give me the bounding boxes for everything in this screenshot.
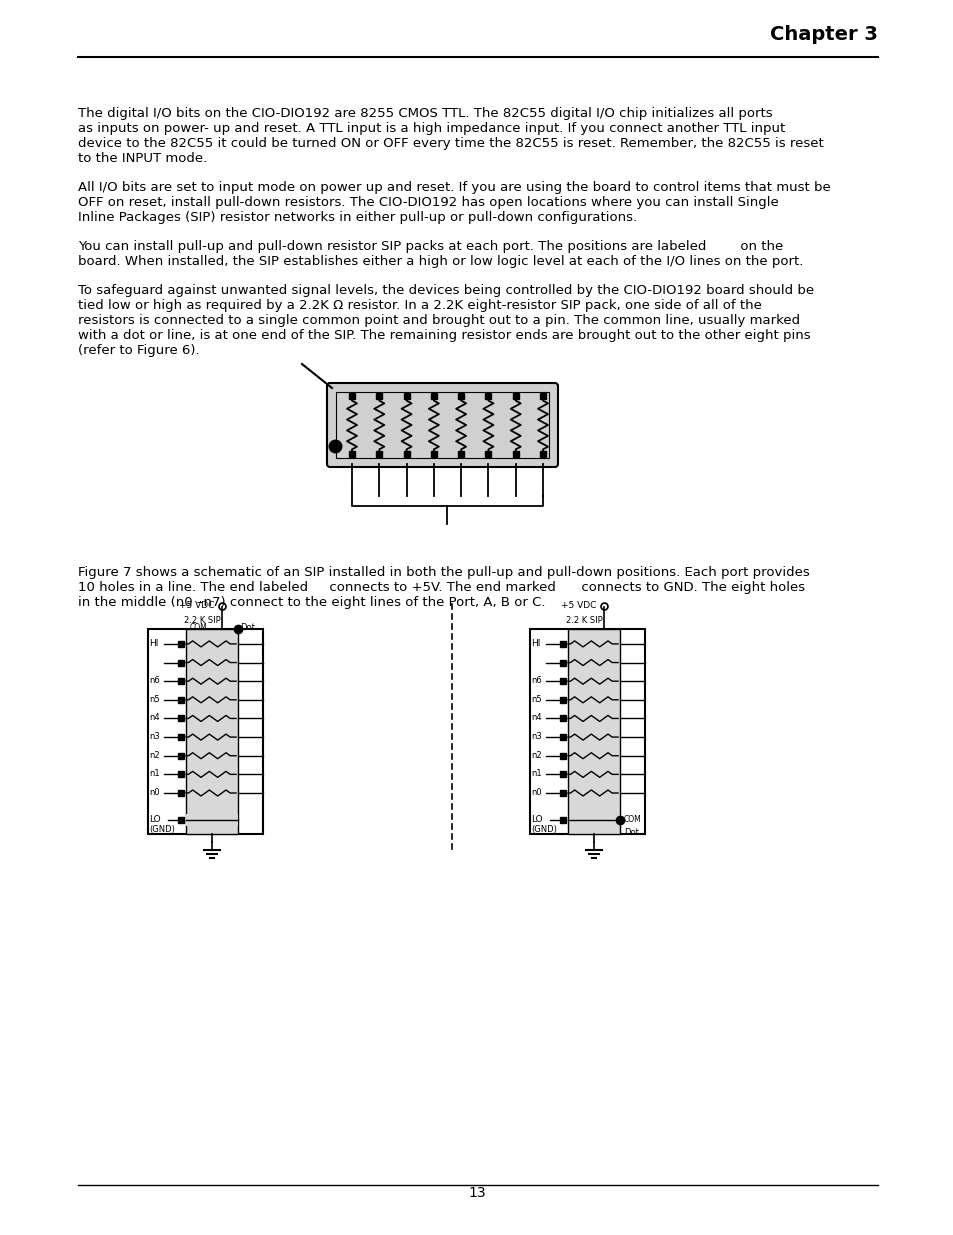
- Bar: [530, 629, 644, 834]
- Text: 10 holes in a line. The end labeled     connects to +5V. The end marked      con: 10 holes in a line. The end labeled conn…: [78, 580, 804, 594]
- Text: n1: n1: [149, 769, 159, 778]
- Text: LO: LO: [149, 815, 160, 824]
- Text: Chapter 3: Chapter 3: [769, 25, 877, 44]
- Text: n4: n4: [531, 714, 541, 722]
- Text: Dot: Dot: [623, 827, 639, 837]
- Text: HI: HI: [149, 638, 158, 648]
- Text: COM: COM: [623, 815, 641, 824]
- Text: n5: n5: [531, 695, 541, 704]
- Text: +5 VDC: +5 VDC: [179, 601, 214, 610]
- Text: n0: n0: [531, 788, 541, 797]
- Bar: [148, 629, 263, 834]
- Text: 2.2 K SIP: 2.2 K SIP: [565, 616, 602, 625]
- Bar: [186, 814, 237, 826]
- Text: +5 VDC: +5 VDC: [560, 601, 596, 610]
- Text: board. When installed, the SIP establishes either a high or low logic level at e: board. When installed, the SIP establish…: [78, 254, 802, 268]
- Text: n3: n3: [531, 732, 541, 741]
- Text: 13: 13: [468, 1186, 485, 1200]
- Text: n2: n2: [149, 751, 159, 760]
- Text: n1: n1: [531, 769, 541, 778]
- Text: n6: n6: [531, 677, 541, 685]
- Bar: [335, 391, 548, 458]
- Bar: [186, 629, 237, 834]
- Text: LO: LO: [531, 815, 542, 824]
- FancyBboxPatch shape: [327, 383, 558, 467]
- Text: n3: n3: [149, 732, 159, 741]
- Text: Dot: Dot: [240, 622, 254, 632]
- Text: All I/O bits are set to input mode on power up and reset. If you are using the b: All I/O bits are set to input mode on po…: [78, 182, 830, 224]
- Bar: [567, 629, 619, 834]
- Text: in the middle (n0 –n7) connect to the eight lines of the Port, A, B or C.: in the middle (n0 –n7) connect to the ei…: [78, 597, 545, 609]
- Text: n4: n4: [149, 714, 159, 722]
- Text: n0: n0: [149, 788, 159, 797]
- Text: (GND): (GND): [531, 825, 557, 834]
- Text: 2.2 K SIP: 2.2 K SIP: [184, 616, 220, 625]
- Text: n6: n6: [149, 677, 159, 685]
- Text: n5: n5: [149, 695, 159, 704]
- Text: HI: HI: [531, 638, 539, 648]
- Text: To safeguard against unwanted signal levels, the devices being controlled by the: To safeguard against unwanted signal lev…: [78, 284, 813, 357]
- Text: (GND): (GND): [149, 825, 174, 834]
- Text: COM: COM: [190, 622, 208, 632]
- Text: Figure 7 shows a schematic of an SIP installed in both the pull-up and pull-down: Figure 7 shows a schematic of an SIP ins…: [78, 566, 809, 579]
- Text: You can install pull-up and pull-down resistor SIP packs at each port. The posit: You can install pull-up and pull-down re…: [78, 240, 782, 253]
- Text: n2: n2: [531, 751, 541, 760]
- Text: The digital I/O bits on the CIO-DIO192 are 8255 CMOS TTL. The 82C55 digital I/O : The digital I/O bits on the CIO-DIO192 a…: [78, 107, 822, 165]
